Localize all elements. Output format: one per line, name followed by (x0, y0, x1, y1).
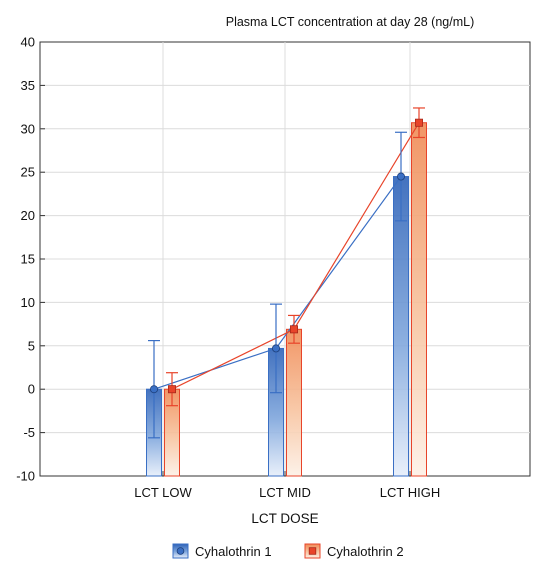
y-tick-label: 35 (21, 78, 35, 93)
legend-label-2: Cyhalothrin 2 (327, 544, 404, 559)
y-tick-label: 20 (21, 208, 35, 223)
y-tick-label: 15 (21, 252, 35, 267)
y-tick-label: 30 (21, 121, 35, 136)
x-tick-label: LCT MID (259, 485, 311, 500)
bars (146, 122, 427, 477)
y-tick-label: 0 (28, 382, 35, 397)
marker-square (289, 325, 298, 334)
y-tick-label: -10 (16, 469, 35, 484)
y-tick-label: 10 (21, 295, 35, 310)
marker-square (414, 118, 423, 127)
x-axis-title: LCT DOSE (251, 511, 318, 526)
marker-circle (396, 172, 405, 181)
x-axis: LCT LOW LCT MID LCT HIGH (134, 471, 440, 500)
gridlines (40, 42, 530, 476)
x-tick-label: LCT HIGH (380, 485, 440, 500)
legend-label-1: Cyhalothrin 1 (195, 544, 272, 559)
chart-title: Plasma LCT concentration at day 28 (ng/m… (226, 15, 475, 29)
bar-2-lct-mid (286, 328, 302, 477)
x-tick-label: LCT LOW (134, 485, 192, 500)
y-tick-label: 25 (21, 165, 35, 180)
y-axis: -10 -5 0 5 10 15 20 25 30 35 40 (16, 35, 45, 484)
y-tick-label: 5 (28, 338, 35, 353)
legend-marker-square (308, 547, 317, 555)
y-tick-label: 40 (21, 35, 35, 50)
marker-square (167, 385, 176, 394)
legend: Cyhalothrin 1 Cyhalothrin 2 (172, 543, 404, 559)
marker-circle (149, 385, 158, 394)
markers (149, 118, 423, 394)
legend-marker-circle (176, 547, 185, 555)
marker-circle (271, 344, 280, 353)
bar-2-lct-high (411, 122, 427, 477)
y-tick-label: -5 (23, 425, 35, 440)
bar-1-lct-high (393, 176, 409, 477)
